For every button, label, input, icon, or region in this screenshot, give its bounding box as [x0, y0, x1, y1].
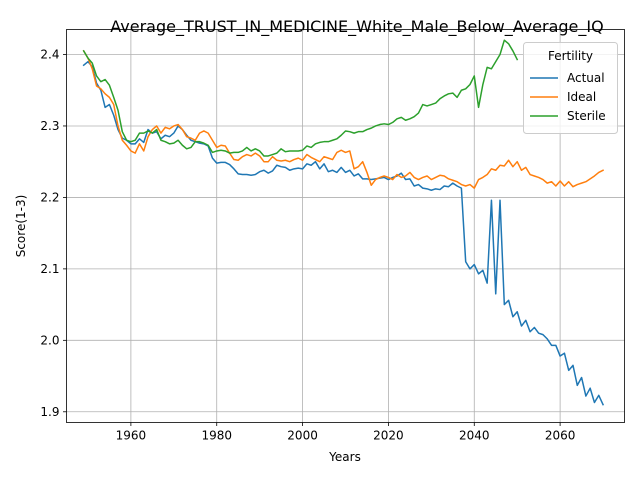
y-axis-label: Score(1-3) [14, 195, 28, 258]
y-tick-label: 1.9 [40, 405, 59, 419]
legend-label-ideal: Ideal [567, 90, 596, 104]
legend: Fertility Actual Ideal Sterile [523, 42, 618, 134]
y-tick-label: 2.4 [40, 48, 59, 62]
legend-label-sterile: Sterile [567, 109, 606, 123]
x-tick-label: 1960 [116, 429, 147, 443]
legend-label-actual: Actual [567, 71, 605, 85]
x-tick-label: 2020 [373, 429, 404, 443]
plot-area-frame [66, 29, 625, 423]
series-line-sterile [82, 39, 519, 157]
y-tick-label: 2.3 [40, 119, 59, 133]
x-axis-ticks: 1960 1980 2000 2020 2040 2060 [116, 422, 576, 443]
x-tick-label: 1980 [201, 429, 232, 443]
legend-box [523, 42, 618, 134]
series-line-actual [82, 60, 605, 406]
series-lines [82, 39, 605, 406]
y-tick-label: 2.1 [40, 262, 59, 276]
series-line-ideal [82, 49, 605, 189]
x-tick-label: 2040 [459, 429, 490, 443]
x-tick-label: 2060 [545, 429, 576, 443]
y-axis-ticks: 1.9 2.0 2.1 2.2 2.3 2.4 [40, 48, 67, 419]
x-tick-label: 2000 [287, 429, 318, 443]
x-axis-label: Years [328, 450, 361, 464]
legend-title: Fertility [548, 49, 593, 63]
chart-title: Average_TRUST_IN_MEDICINE_White_Male_Bel… [110, 17, 603, 37]
y-tick-label: 2.2 [40, 190, 59, 204]
y-tick-label: 2.0 [40, 333, 59, 347]
